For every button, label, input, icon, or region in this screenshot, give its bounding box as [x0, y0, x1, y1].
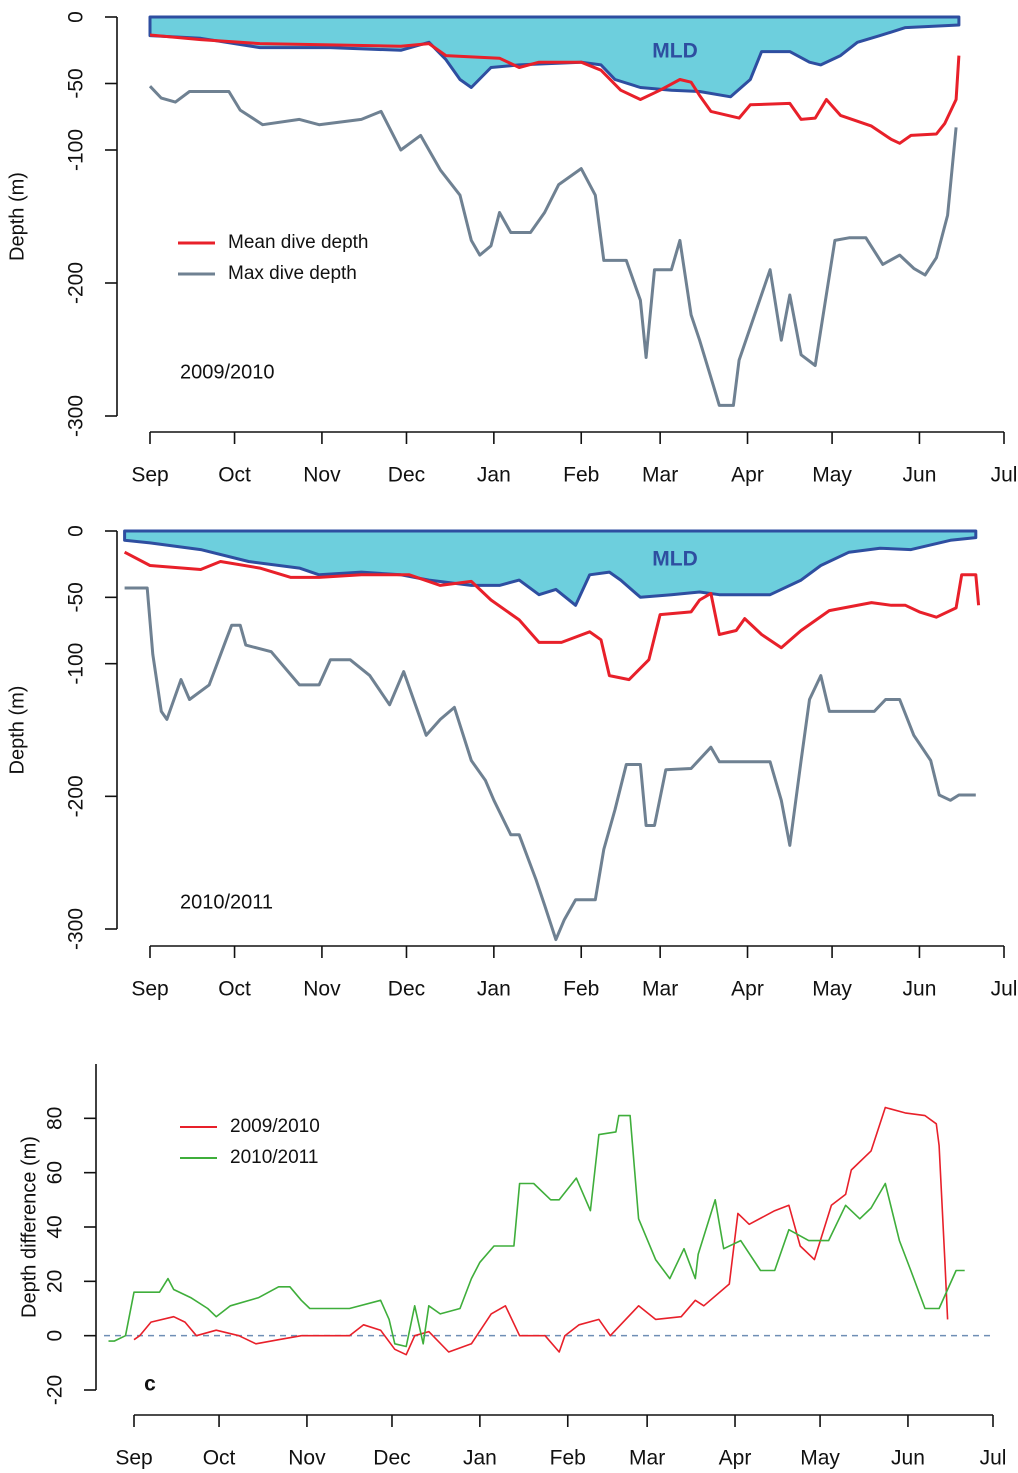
y-axis-label: Depth (m) [6, 172, 28, 261]
x-tick-label: Dec [388, 978, 425, 1001]
y-tick-label: 0 [44, 1330, 67, 1342]
y-tick-label: -200 [65, 775, 88, 817]
x-tick-label: Sep [131, 978, 168, 1001]
x-tick-label: Apr [731, 978, 764, 1001]
legend-label: 2010/2011 [230, 1147, 318, 1168]
x-tick-label: Nov [288, 1447, 326, 1470]
data-line [133, 1106, 949, 1356]
x-tick-label: Feb [550, 1447, 586, 1470]
panel-label: c [144, 1373, 156, 1396]
legend-label: Max dive depth [228, 263, 357, 284]
y-tick-label: -50 [65, 582, 88, 612]
x-tick-label: Mar [642, 464, 678, 487]
x-tick-label: Jul [980, 1447, 1007, 1470]
x-tick-label: Apr [719, 1447, 752, 1470]
x-tick-label: Mar [642, 978, 678, 1001]
data-line [149, 33, 961, 145]
x-tick-label: May [800, 1447, 840, 1470]
x-tick-label: Apr [731, 464, 764, 487]
y-tick-label: 60 [44, 1161, 67, 1184]
y-tick-label: -200 [65, 262, 88, 304]
data-line [124, 586, 976, 942]
chart-panel: Sep Oct Nov Dec Jan Feb Mar Apr May Jun Jul 0 -50 -10… [6, 11, 1017, 486]
y-tick-label: 20 [44, 1270, 67, 1293]
y-tick-label: -300 [65, 908, 88, 950]
annotation: 2009/2010 [180, 361, 275, 383]
y-tick-label: 0 [65, 525, 88, 537]
x-tick-label: Oct [203, 1447, 236, 1470]
x-tick-label: Jan [477, 978, 511, 1001]
area-label: MLD [652, 40, 698, 63]
x-tick-label: Nov [303, 464, 341, 487]
x-tick-label: Oct [218, 978, 251, 1001]
chart-panel: Sep Oct Nov Dec Jan Feb Mar Apr May Jun Jul 0 -50 -10… [6, 525, 1017, 1000]
data-line [108, 1114, 965, 1348]
x-tick-label: Jul [991, 464, 1018, 487]
x-tick-label: Jun [903, 464, 937, 487]
y-tick-label: -100 [65, 643, 88, 685]
y-axis-label: Depth (m) [6, 686, 28, 775]
x-tick-label: Sep [115, 1447, 152, 1470]
data-line [148, 85, 958, 407]
x-tick-label: Jun [891, 1447, 925, 1470]
x-tick-label: Dec [388, 464, 425, 487]
x-tick-label: Oct [218, 464, 251, 487]
y-tick-label: -50 [65, 68, 88, 98]
legend-label: 2009/2010 [230, 1116, 320, 1137]
mld-area [148, 15, 961, 99]
y-tick-label: -300 [65, 395, 88, 437]
y-tick-label: -20 [44, 1375, 67, 1405]
y-tick-label: 80 [44, 1107, 67, 1130]
y-tick-label: -100 [65, 129, 88, 171]
x-tick-label: Jan [463, 1447, 497, 1470]
x-tick-label: Jan [477, 464, 511, 487]
y-tick-label: 0 [65, 11, 88, 23]
x-tick-label: Jun [903, 978, 937, 1001]
x-tick-label: Jul [991, 978, 1018, 1001]
x-tick-label: Feb [563, 978, 599, 1001]
x-tick-label: Nov [303, 978, 341, 1001]
legend-label: Mean dive depth [228, 232, 369, 253]
x-tick-label: Dec [373, 1447, 410, 1470]
data-line [123, 550, 981, 682]
x-tick-label: May [812, 464, 852, 487]
x-tick-label: Sep [131, 464, 168, 487]
mld-area [123, 529, 978, 607]
x-tick-label: May [812, 978, 852, 1001]
x-tick-label: Mar [629, 1447, 665, 1470]
x-tick-label: Feb [563, 464, 599, 487]
y-axis-label: Depth difference (m) [18, 1136, 40, 1318]
chart-panel: Sep Oct Nov Dec Jan Feb Mar Apr May Jun Jul -20 0 20 4… [18, 1064, 1006, 1470]
y-tick-label: 40 [44, 1215, 67, 1238]
annotation: 2010/2011 [180, 891, 273, 913]
area-label: MLD [652, 548, 698, 571]
